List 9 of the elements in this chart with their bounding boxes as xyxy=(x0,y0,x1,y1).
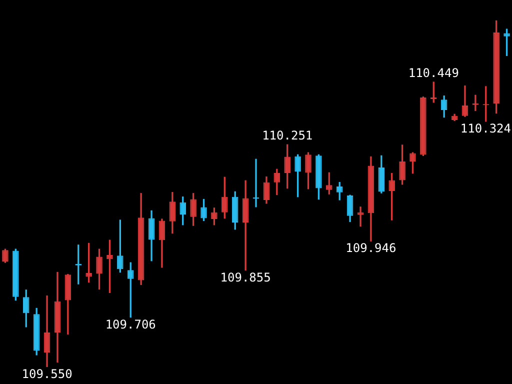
annotation: 110.324 xyxy=(460,122,512,136)
annotation: 110.449 xyxy=(408,66,459,80)
annotation: 109.946 xyxy=(346,241,396,256)
candlestick xyxy=(252,158,260,208)
candlestick xyxy=(357,206,364,227)
annotation: 109.550 xyxy=(22,366,72,381)
annotation: 109.855 xyxy=(220,270,271,284)
annotation: 110.251 xyxy=(262,128,313,143)
annotation: 109.706 xyxy=(105,317,156,332)
